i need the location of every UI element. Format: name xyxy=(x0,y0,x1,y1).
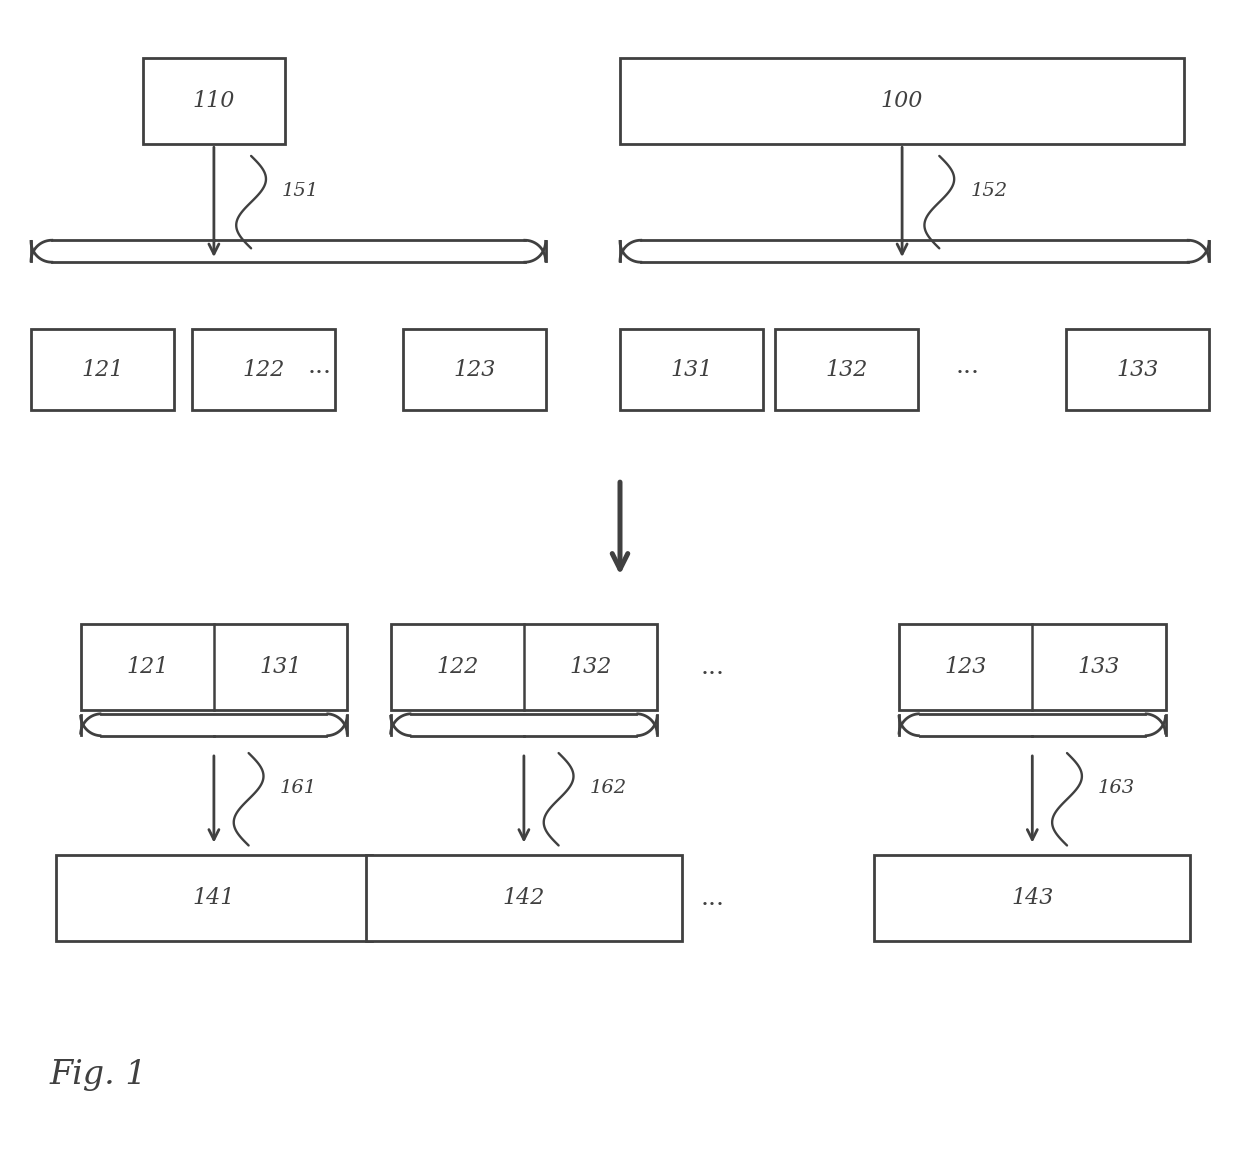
Text: 132: 132 xyxy=(569,656,611,678)
Text: 121: 121 xyxy=(126,656,169,678)
Text: 141: 141 xyxy=(192,887,236,909)
Bar xyxy=(391,624,657,710)
Text: ...: ... xyxy=(701,887,725,910)
Bar xyxy=(56,855,372,941)
Bar xyxy=(192,329,335,410)
Text: 152: 152 xyxy=(971,181,1007,200)
Text: 122: 122 xyxy=(436,656,479,678)
Bar xyxy=(874,855,1190,941)
Text: 161: 161 xyxy=(279,778,316,797)
Text: 131: 131 xyxy=(259,656,301,678)
Bar xyxy=(899,624,1166,710)
Bar xyxy=(31,329,174,410)
Text: 100: 100 xyxy=(880,90,924,112)
Text: 132: 132 xyxy=(825,358,868,381)
Text: Fig. 1: Fig. 1 xyxy=(50,1059,148,1091)
Text: 162: 162 xyxy=(590,778,626,797)
Text: 123: 123 xyxy=(453,358,496,381)
Bar xyxy=(143,58,285,144)
Bar xyxy=(1066,329,1209,410)
Text: 122: 122 xyxy=(242,358,285,381)
Text: 131: 131 xyxy=(670,358,713,381)
Text: 143: 143 xyxy=(1011,887,1054,909)
Text: ...: ... xyxy=(701,656,725,679)
Text: ...: ... xyxy=(308,355,332,378)
Text: 163: 163 xyxy=(1099,778,1135,797)
Bar xyxy=(366,855,682,941)
Bar xyxy=(81,624,347,710)
Bar xyxy=(775,329,918,410)
Text: 110: 110 xyxy=(192,90,236,112)
Text: 133: 133 xyxy=(1078,656,1120,678)
Bar xyxy=(620,58,1184,144)
Text: 133: 133 xyxy=(1116,358,1159,381)
Bar xyxy=(620,329,763,410)
Text: 142: 142 xyxy=(502,887,546,909)
Text: 121: 121 xyxy=(81,358,124,381)
Text: ...: ... xyxy=(955,355,980,378)
Bar xyxy=(403,329,546,410)
Text: 123: 123 xyxy=(945,656,987,678)
Text: 151: 151 xyxy=(281,181,319,200)
